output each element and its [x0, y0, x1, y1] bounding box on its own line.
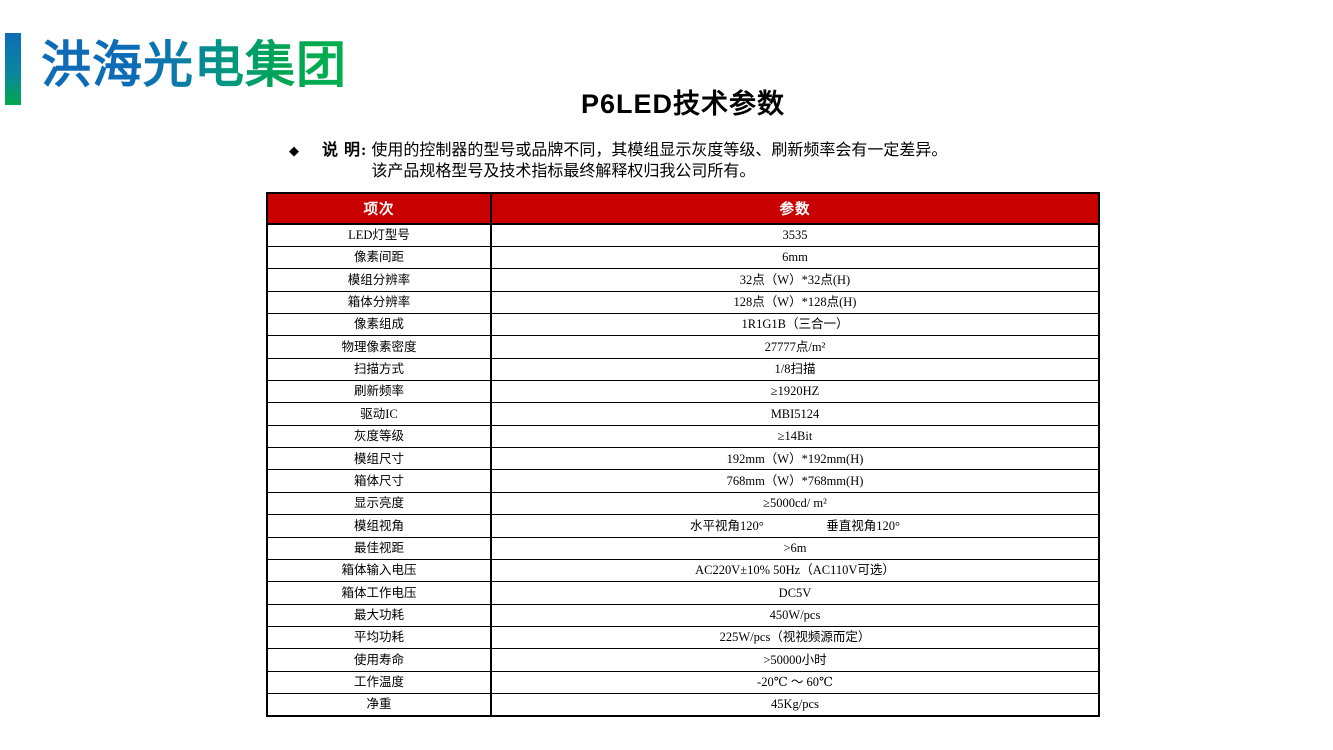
- table-row: 模组分辨率 32点（W）*32点(H): [266, 268, 1100, 292]
- param-name-cell: 箱体尺寸: [266, 469, 492, 493]
- diamond-bullet-icon: ◆: [289, 143, 299, 158]
- param-value-cell: 32点（W）*32点(H): [490, 268, 1100, 292]
- table-row: LED灯型号 3535: [266, 223, 1100, 247]
- param-value-cell: 1R1G1B（三合一）: [490, 312, 1100, 337]
- table-row: 工作温度 -20℃ ～ 60℃: [266, 670, 1100, 695]
- param-value-cell: 192mm（W）*192mm(H): [490, 447, 1100, 471]
- table-row: 扫描方式 1/8扫描: [266, 357, 1100, 382]
- param-name-cell: 模组视角: [266, 514, 492, 538]
- param-name-cell: 箱体分辨率: [266, 290, 492, 314]
- table-row: 驱动IC MBI5124: [266, 402, 1100, 426]
- table-row: 净重 45Kg/pcs: [266, 693, 1100, 717]
- note-line-1: 使用的控制器的型号或品牌不同，其模组显示灰度等级、刷新频率会有一定差异。: [371, 142, 948, 159]
- table-row: 像素组成 1R1G1B（三合一）: [266, 312, 1100, 337]
- param-name-cell: 工作温度: [266, 670, 492, 695]
- param-name-cell: 最佳视距: [266, 536, 492, 560]
- param-name-cell: 驱动IC: [266, 402, 492, 426]
- param-name-cell: 像素组成: [266, 312, 492, 337]
- param-value-cell: 水平视角120° 垂直视角120°: [490, 514, 1100, 538]
- spec-table: 项次 参数 LED灯型号 3535 像素间距 6mm 模组分辨率 32点（W）*32点(H…: [266, 192, 1100, 717]
- note-line-2: 该产品规格型号及技术指标最终解释权归我公司所有。: [371, 162, 756, 180]
- param-value-cell: 27777点/m²: [490, 335, 1100, 359]
- param-value-cell: 225W/pcs（视视频源而定）: [490, 625, 1100, 650]
- note-text: 使用的控制器的型号或品牌不同，其模组显示灰度等级、刷新频率会有一定差异。 该产品…: [371, 141, 947, 182]
- company-logo-text: 洪海光电集团: [41, 37, 347, 93]
- param-value-cell: -20℃ ～ 60℃: [490, 670, 1100, 695]
- param-value-cell: AC220V±10% 50Hz（AC110V可选）: [490, 558, 1100, 583]
- table-row: 物理像素密度 27777点/m²: [266, 335, 1100, 359]
- table-row: 箱体输入电压 AC220V±10% 50Hz（AC110V可选）: [266, 558, 1100, 583]
- param-name-cell: 箱体输入电压: [266, 558, 492, 583]
- table-row: 平均功耗 225W/pcs（视视频源而定）: [266, 625, 1100, 650]
- table-row: 模组尺寸 192mm（W）*192mm(H): [266, 447, 1100, 471]
- table-row: 箱体分辨率 128点（W）*128点(H): [266, 290, 1100, 314]
- param-name-cell: 模组分辨率: [266, 268, 492, 292]
- col-header-item: 项次: [266, 192, 492, 225]
- table-row: 使用寿命 >50000小时: [266, 648, 1100, 672]
- note-colon: :: [361, 142, 367, 159]
- logo-gradient-bar: [5, 33, 21, 105]
- note-block: ◆ 说 明 : 使用的控制器的型号或品牌不同，其模组显示灰度等级、刷新频率会有一…: [289, 141, 947, 182]
- table-row: 最佳视距 >6m: [266, 536, 1100, 560]
- param-name-cell: 使用寿命: [266, 648, 492, 672]
- param-name-cell: 灰度等级: [266, 424, 492, 449]
- param-name-cell: 物理像素密度: [266, 335, 492, 359]
- param-value-cell: 45Kg/pcs: [490, 693, 1100, 717]
- note-label: 说 明: [322, 142, 362, 159]
- param-value-cell: 768mm（W）*768mm(H): [490, 469, 1100, 493]
- param-value-cell: DC5V: [490, 581, 1100, 605]
- page-title: P6LED技术参数: [580, 89, 786, 119]
- param-value-cell: >50000小时: [490, 648, 1100, 672]
- param-name-cell: 最大功耗: [266, 603, 492, 627]
- param-name-cell: 平均功耗: [266, 625, 492, 650]
- table-header-row: 项次 参数: [266, 192, 1100, 225]
- spec-table-container: 项次 参数 LED灯型号 3535 像素间距 6mm 模组分辨率 32点（W）*32点(H…: [266, 192, 1100, 717]
- param-name-cell: 像素间距: [266, 245, 492, 270]
- table-row: 刷新频率 ≥1920HZ: [266, 380, 1100, 404]
- param-name-cell: 箱体工作电压: [266, 581, 492, 605]
- param-name-cell: 扫描方式: [266, 357, 492, 382]
- table-row: 箱体工作电压 DC5V: [266, 581, 1100, 605]
- param-name-cell: 刷新频率: [266, 380, 492, 404]
- param-value-cell: ≥5000cd/ m²: [490, 491, 1100, 516]
- param-value-cell: ≥1920HZ: [490, 380, 1100, 404]
- table-row: 最大功耗 450W/pcs: [266, 603, 1100, 627]
- param-value-cell: MBI5124: [490, 402, 1100, 426]
- param-value-cell: 128点（W）*128点(H): [490, 290, 1100, 314]
- param-name-cell: 模组尺寸: [266, 447, 492, 471]
- param-value-cell: ≥14Bit: [490, 424, 1100, 449]
- param-value-cell: >6m: [490, 536, 1100, 560]
- table-row: 模组视角 水平视角120° 垂直视角120°: [266, 514, 1100, 538]
- param-value-cell: 3535: [490, 223, 1100, 247]
- col-header-param: 参数: [490, 192, 1100, 225]
- table-row: 像素间距 6mm: [266, 245, 1100, 270]
- param-value-cell: 6mm: [490, 245, 1100, 270]
- param-name-cell: LED灯型号: [266, 223, 492, 247]
- table-row: 显示亮度 ≥5000cd/ m²: [266, 491, 1100, 516]
- param-value-cell: 1/8扫描: [490, 357, 1100, 382]
- table-row: 箱体尺寸 768mm（W）*768mm(H): [266, 469, 1100, 493]
- param-name-cell: 显示亮度: [266, 491, 492, 516]
- param-value-cell: 450W/pcs: [490, 603, 1100, 627]
- param-name-cell: 净重: [266, 693, 492, 717]
- table-row: 灰度等级 ≥14Bit: [266, 424, 1100, 449]
